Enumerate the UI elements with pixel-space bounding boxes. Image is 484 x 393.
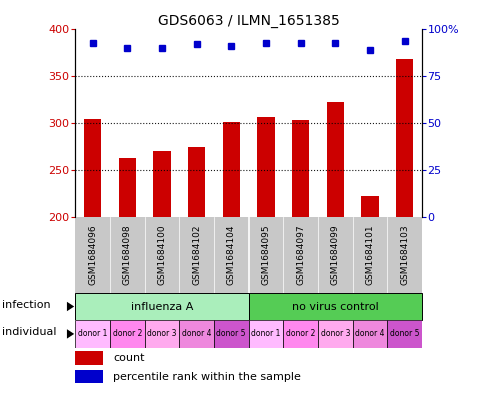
Bar (257, 117, 274, 217)
Text: donor 5: donor 5 (216, 329, 245, 338)
Bar (395, 59, 412, 217)
Bar (248, 293, 421, 320)
Bar (75, 293, 248, 320)
Bar (144, 320, 179, 348)
Text: GSM1684100: GSM1684100 (157, 225, 166, 285)
Bar (386, 320, 421, 348)
Text: GSM1684095: GSM1684095 (261, 225, 270, 285)
Text: infection: infection (2, 299, 51, 310)
Bar (213, 320, 248, 348)
Text: GSM1684101: GSM1684101 (364, 225, 374, 285)
Bar (109, 320, 144, 348)
Bar (326, 102, 343, 217)
Text: percentile rank within the sample: percentile rank within the sample (113, 372, 301, 382)
Bar (84, 119, 101, 217)
Text: donor 1: donor 1 (251, 329, 280, 338)
Text: donor 2: donor 2 (285, 329, 315, 338)
Text: influenza A: influenza A (130, 301, 193, 312)
Text: donor 2: donor 2 (112, 329, 142, 338)
Text: donor 3: donor 3 (147, 329, 176, 338)
Bar (153, 151, 170, 217)
Text: GSM1684096: GSM1684096 (88, 225, 97, 285)
Title: GDS6063 / ILMN_1651385: GDS6063 / ILMN_1651385 (157, 15, 339, 28)
Bar (283, 320, 318, 348)
Text: GSM1684103: GSM1684103 (399, 225, 408, 285)
Text: GSM1684098: GSM1684098 (122, 225, 132, 285)
Text: GSM1684102: GSM1684102 (192, 225, 201, 285)
Text: donor 3: donor 3 (320, 329, 349, 338)
Bar (75, 320, 109, 348)
Text: GSM1684097: GSM1684097 (295, 225, 304, 285)
Text: donor 1: donor 1 (77, 329, 107, 338)
Bar (352, 320, 386, 348)
Bar (75, 351, 103, 364)
Text: individual: individual (2, 327, 57, 337)
Text: GSM1684099: GSM1684099 (330, 225, 339, 285)
Bar (187, 147, 205, 217)
Bar (318, 320, 352, 348)
Bar (248, 320, 283, 348)
Text: donor 4: donor 4 (354, 329, 384, 338)
Bar (75, 370, 103, 383)
Text: count: count (113, 353, 145, 363)
Text: donor 4: donor 4 (182, 329, 211, 338)
Text: no virus control: no virus control (291, 301, 378, 312)
Bar (118, 158, 136, 217)
Bar (179, 320, 213, 348)
Bar (291, 119, 309, 217)
Bar (222, 122, 240, 217)
Text: GSM1684104: GSM1684104 (226, 225, 235, 285)
Text: donor 5: donor 5 (389, 329, 419, 338)
Bar (361, 196, 378, 217)
